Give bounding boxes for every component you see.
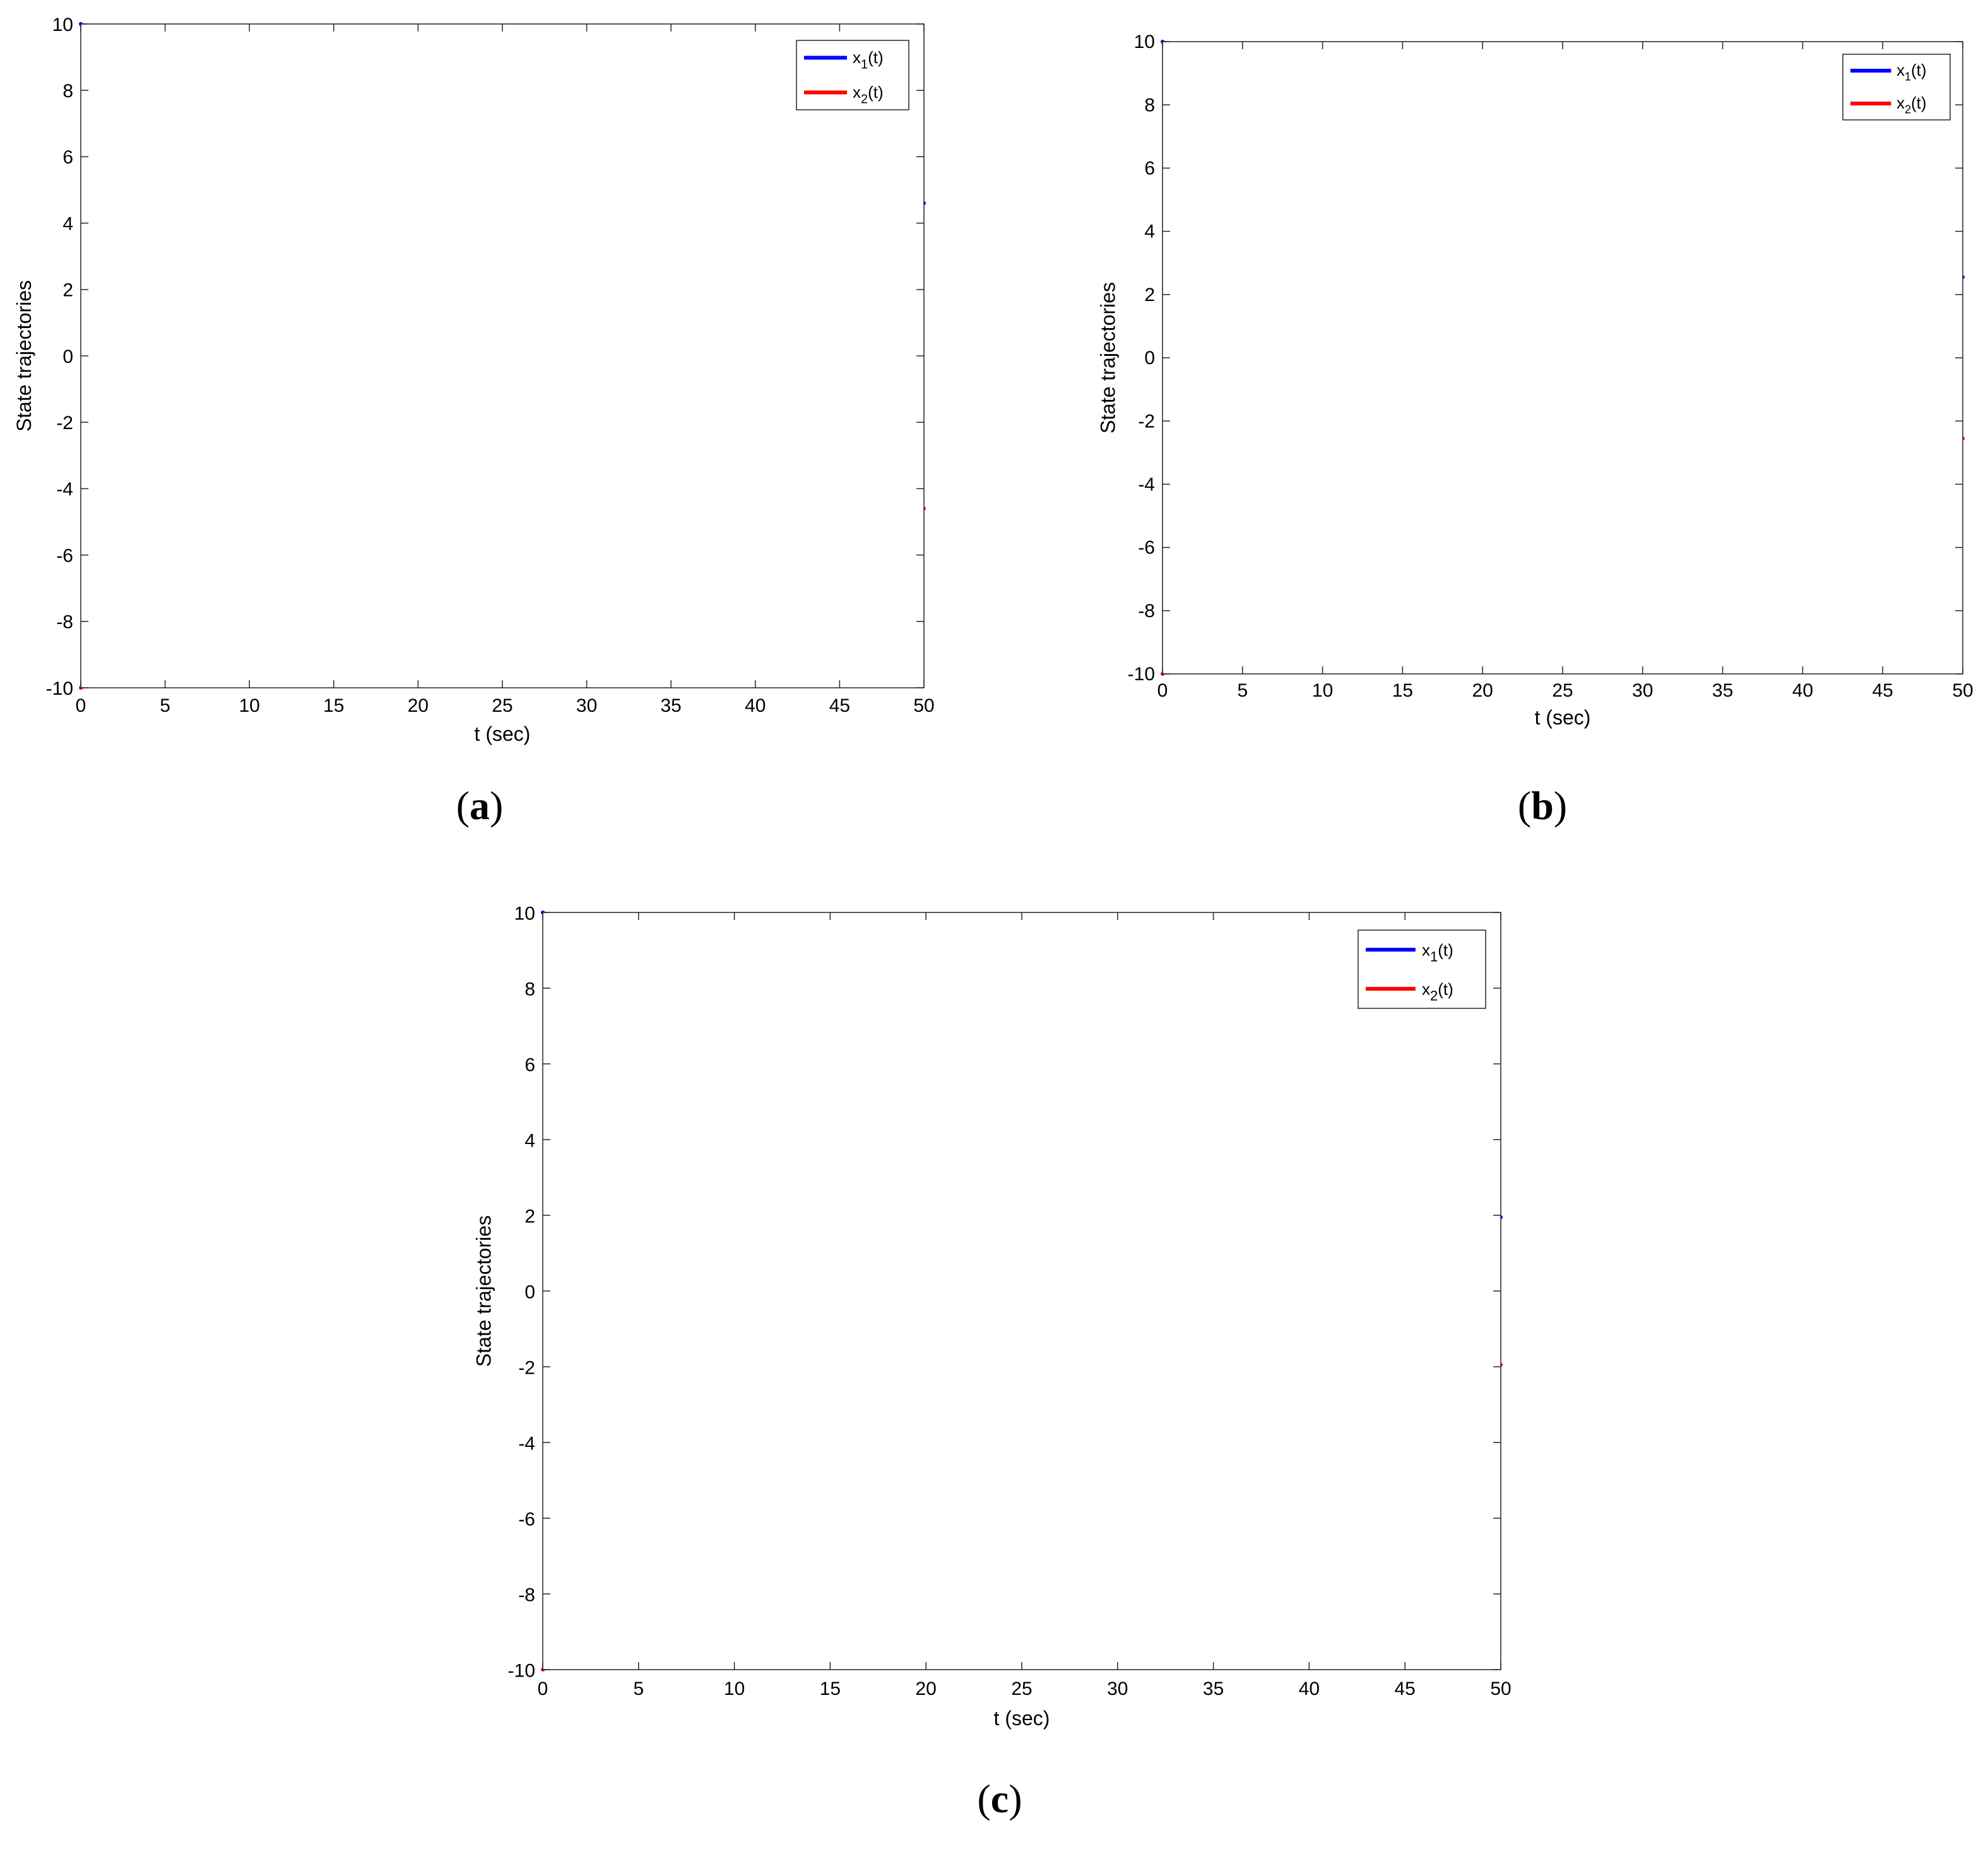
y-tick-label: 8 <box>62 81 73 102</box>
chart-b: 0 5 10 15 20 25 30 35 40 45 50 -10 -8 -6 -4 -2 0 2 4 6 8 10 t … <box>1096 32 1973 828</box>
x-axis-label: t (sec) <box>1535 706 1591 729</box>
x-tick-label: 40 <box>745 695 766 716</box>
y-tick-label: 0 <box>62 346 73 367</box>
legend: x1(t) x2(t) <box>1842 54 1951 121</box>
x-tick-label: 35 <box>1203 1678 1224 1699</box>
plot-frame <box>1162 41 1963 675</box>
y-tick-label: 10 <box>52 15 73 35</box>
y-tick-label: -10 <box>1128 664 1155 685</box>
plot-frame <box>542 912 1501 1670</box>
y-tick-label: -4 <box>518 1434 535 1454</box>
y-tick-label: 6 <box>62 147 73 168</box>
y-tick-label: 6 <box>1144 158 1155 179</box>
legend-label-x2: x2(t) <box>1422 979 1453 1003</box>
x-tick-label: 5 <box>1237 680 1248 701</box>
x-tick-label: 50 <box>1490 1678 1511 1699</box>
x-tick-label: 35 <box>661 695 682 716</box>
x-tick-label: 45 <box>829 695 850 716</box>
legend-label-x2: x2(t) <box>853 83 884 106</box>
x-tick-label: 50 <box>1952 680 1973 701</box>
legend-box <box>1842 54 1951 121</box>
x-tick-label: 25 <box>1011 1678 1032 1699</box>
y-tick-label: -8 <box>1138 601 1155 622</box>
y-axis-label: State trajectories <box>13 280 35 432</box>
y-tick-label: -2 <box>56 413 73 434</box>
x-tick-label: 0 <box>538 1678 548 1699</box>
legend-label-x1: x1(t) <box>1422 940 1453 964</box>
caption: (b) <box>1518 783 1567 828</box>
x-tick-label: 30 <box>576 695 597 716</box>
x-tick-label: 10 <box>1312 680 1333 701</box>
x-tick-label: 15 <box>1392 680 1413 701</box>
legend-label-x2: x2(t) <box>1896 93 1927 116</box>
y-tick-label: 10 <box>514 904 535 924</box>
x-tick-label: 0 <box>1157 680 1168 701</box>
x-tick-label: 35 <box>1712 680 1733 701</box>
y-tick-label: -6 <box>518 1509 535 1530</box>
legend: x1(t) x2(t) <box>1358 929 1486 1009</box>
y-tick-label: -2 <box>1138 411 1155 432</box>
x-tick-label: 20 <box>916 1678 937 1699</box>
y-tick-label: 0 <box>524 1282 535 1303</box>
y-tick-label: 4 <box>62 213 73 234</box>
plot-frame <box>80 23 925 688</box>
x-tick-label: 0 <box>76 695 86 716</box>
y-tick-label: 8 <box>524 979 535 1000</box>
x-axis-label: t (sec) <box>994 1707 1050 1730</box>
caption: (a) <box>456 783 504 828</box>
y-tick-label: -6 <box>1138 538 1155 558</box>
y-tick-label: 2 <box>62 280 73 301</box>
y-tick-label: 4 <box>1144 221 1155 242</box>
y-tick-label: -4 <box>56 479 73 500</box>
x-tick-label: 10 <box>724 1678 745 1699</box>
y-tick-label: 2 <box>524 1206 535 1227</box>
x-tick-label: 20 <box>408 695 429 716</box>
y-tick-label: 10 <box>1134 32 1155 52</box>
y-tick-label: -10 <box>46 678 73 699</box>
x-tick-label: 40 <box>1299 1678 1320 1699</box>
chart-c: 0 5 10 15 20 25 30 35 40 45 50 -10 -8 -6 -4 -2 0 2 4 6 8 10 t … <box>473 904 1512 1821</box>
x-tick-label: 20 <box>1472 680 1493 701</box>
y-tick-label: -6 <box>56 545 73 566</box>
x-tick-label: 15 <box>820 1678 841 1699</box>
legend: x1(t) x2(t) <box>796 40 909 110</box>
x-tick-label: 25 <box>1552 680 1573 701</box>
y-axis-label: State trajectories <box>473 1215 495 1367</box>
y-tick-label: -8 <box>56 612 73 633</box>
x-tick-label: 50 <box>913 695 934 716</box>
y-tick-label: -2 <box>518 1358 535 1379</box>
y-tick-label: 4 <box>524 1131 535 1152</box>
x-tick-label: 40 <box>1792 680 1813 701</box>
x-tick-label: 30 <box>1107 1678 1128 1699</box>
legend-box <box>796 40 909 110</box>
x-axis-label: t (sec) <box>475 723 531 745</box>
x-tick-label: 5 <box>160 695 170 716</box>
x-tick-label: 25 <box>492 695 512 716</box>
y-tick-label: -8 <box>518 1585 535 1606</box>
x-tick-label: 45 <box>1395 1678 1416 1699</box>
x-tick-label: 15 <box>323 695 344 716</box>
y-tick-label: 6 <box>524 1055 535 1076</box>
y-tick-label: 2 <box>1144 285 1155 305</box>
caption: (c) <box>977 1776 1022 1821</box>
legend-label-x1: x1(t) <box>1896 61 1927 83</box>
legend-label-x1: x1(t) <box>853 48 884 71</box>
chart-a: 0 5 10 15 20 25 30 35 40 45 50 -10 -8 -6 -4 -2 0 2 4 6 8 10 t … <box>13 15 935 828</box>
y-tick-label: -10 <box>508 1661 535 1682</box>
y-axis-label: State trajectories <box>1096 282 1119 434</box>
y-tick-label: 8 <box>1144 95 1155 115</box>
legend-box <box>1358 929 1486 1009</box>
x-tick-label: 5 <box>633 1678 644 1699</box>
y-tick-label: -4 <box>1138 474 1155 495</box>
x-tick-label: 45 <box>1873 680 1893 701</box>
y-tick-label: 0 <box>1144 348 1155 369</box>
x-tick-label: 10 <box>239 695 260 716</box>
x-tick-label: 30 <box>1632 680 1653 701</box>
